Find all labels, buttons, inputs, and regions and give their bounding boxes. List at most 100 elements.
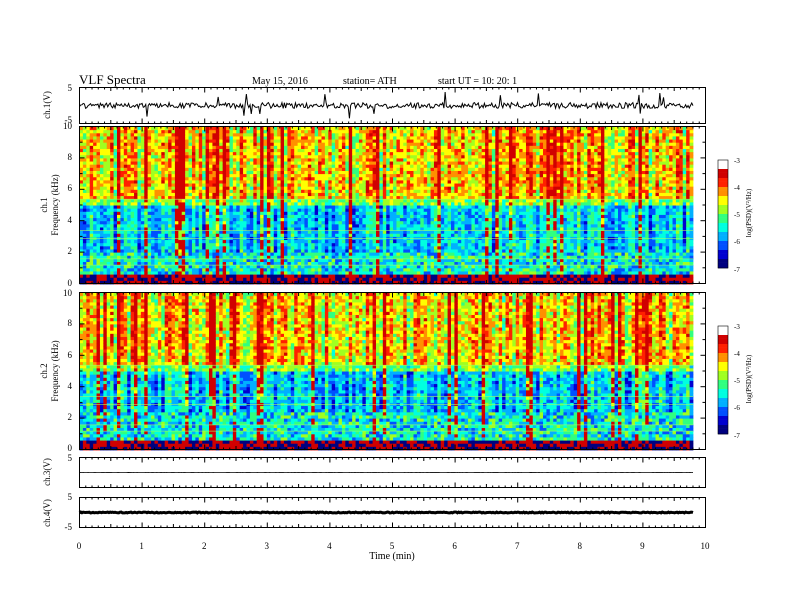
spectrogram-cell	[127, 152, 132, 156]
spectrogram-cell	[283, 142, 288, 147]
spectrogram-cell	[232, 174, 237, 178]
spectrogram-cell	[222, 192, 227, 197]
spectrogram-cell	[144, 224, 149, 228]
spectrogram-cell	[239, 240, 244, 244]
spectrogram-cell	[127, 127, 132, 131]
spectrogram-cell	[263, 196, 268, 200]
spectrogram-cell	[263, 274, 268, 279]
spectrogram-cell	[140, 192, 145, 197]
spectrogram-cell	[232, 268, 237, 272]
spectrogram-cell	[86, 152, 91, 156]
spectrogram-cell	[283, 199, 288, 203]
spectrogram-cell	[202, 189, 207, 194]
spectrogram-cell	[253, 205, 258, 210]
spectrogram-cell	[256, 170, 261, 175]
spectrogram-cell	[113, 249, 118, 253]
spectrogram-cell	[134, 202, 138, 206]
spectrogram-cell	[212, 205, 217, 210]
spectrogram-cell	[416, 252, 421, 257]
spectrogram-cell	[147, 258, 152, 263]
spectrogram-cell	[195, 183, 200, 188]
spectrogram-cell	[178, 202, 183, 206]
spectrogram-cell	[198, 199, 203, 203]
spectrogram-cell	[396, 218, 401, 222]
spectrogram-cell	[168, 271, 172, 275]
spectrogram-cell	[144, 148, 149, 153]
spectrogram-cell	[137, 189, 142, 194]
spectrogram-cell	[123, 130, 128, 134]
spectrogram-cell	[181, 258, 186, 263]
spectrogram-cell	[318, 192, 322, 197]
spectrogram-cell	[239, 252, 244, 257]
spectrogram-cell	[151, 158, 155, 162]
spectrogram-cell	[232, 205, 237, 210]
spectrogram-cell	[393, 277, 397, 282]
spectrogram-cell	[246, 277, 251, 282]
spectrogram-cell	[256, 164, 261, 169]
spectrogram-cell	[352, 221, 356, 225]
spectrogram-cell	[314, 192, 319, 197]
spectrogram-cell	[110, 177, 114, 181]
spectrogram-cell	[202, 268, 207, 272]
spectrogram-cell	[82, 233, 87, 238]
spectrogram-cell	[277, 218, 281, 222]
spectrogram-cell	[154, 227, 159, 232]
spectrogram-cell	[256, 240, 261, 244]
spectrogram-cell	[399, 233, 404, 238]
spectrogram-cell	[161, 136, 166, 140]
spectrogram-cell	[273, 233, 278, 238]
spectrogram-cell	[222, 186, 227, 191]
spectrogram-cell	[413, 196, 418, 200]
spectrogram-cell	[96, 183, 101, 188]
spectrogram-cell	[181, 142, 186, 147]
spectrogram-cell	[164, 139, 169, 144]
spectrogram-cell	[212, 158, 217, 162]
spectrogram-cell	[345, 252, 350, 257]
spectrogram-cell	[277, 167, 281, 172]
spectrogram-cell	[205, 133, 210, 137]
spectrogram-cell	[372, 164, 377, 169]
spectrogram-cell	[205, 274, 210, 279]
spectrogram-cell	[280, 262, 285, 266]
spectrogram-cell	[185, 205, 189, 210]
spectrogram-cell	[168, 230, 172, 235]
spectrogram-cell	[161, 142, 166, 147]
spectrogram-cell	[358, 189, 363, 194]
spectrogram-cell	[358, 180, 363, 184]
spectrogram-cell	[215, 277, 220, 282]
spectrogram-cell	[215, 246, 220, 250]
spectrogram-cell	[137, 208, 142, 213]
spectrogram-cell	[311, 177, 316, 181]
spectrogram-cell	[277, 277, 281, 282]
spectrogram-cell	[314, 268, 319, 272]
spectrogram-cell	[413, 192, 418, 197]
spectrogram-cell	[314, 277, 319, 282]
spectrogram-cell	[79, 218, 84, 222]
spectrogram-cell	[260, 265, 264, 269]
spectrogram-cell	[226, 164, 230, 169]
spectrogram-cell	[130, 233, 135, 238]
spectrogram-cell	[287, 202, 292, 206]
spectrogram-cell	[413, 227, 418, 232]
spectrogram-cell	[406, 268, 411, 272]
spectrogram-cell	[304, 243, 309, 247]
spectrogram-cell	[151, 249, 155, 253]
spectrogram-cell	[358, 218, 363, 222]
spectrogram-cell	[396, 161, 401, 166]
spectrogram-cell	[328, 145, 333, 150]
spectrogram-cell	[256, 271, 261, 275]
spectrogram-cell	[164, 233, 169, 238]
spectrogram-cell	[341, 199, 346, 203]
spectrogram-cell	[382, 139, 387, 144]
spectrogram-cell	[236, 152, 241, 156]
spectrogram-cell	[229, 192, 234, 197]
spectrogram-cell	[263, 164, 268, 169]
spectrogram-cell	[140, 271, 145, 275]
spectrogram-cell	[352, 233, 356, 238]
spectrogram-cell	[106, 180, 111, 184]
spectrogram-cell	[157, 246, 162, 250]
spectrogram-cell	[410, 148, 414, 153]
spectrogram-cell	[99, 252, 104, 257]
spectrogram-cell	[110, 148, 114, 153]
spectrogram-cell	[290, 233, 295, 238]
